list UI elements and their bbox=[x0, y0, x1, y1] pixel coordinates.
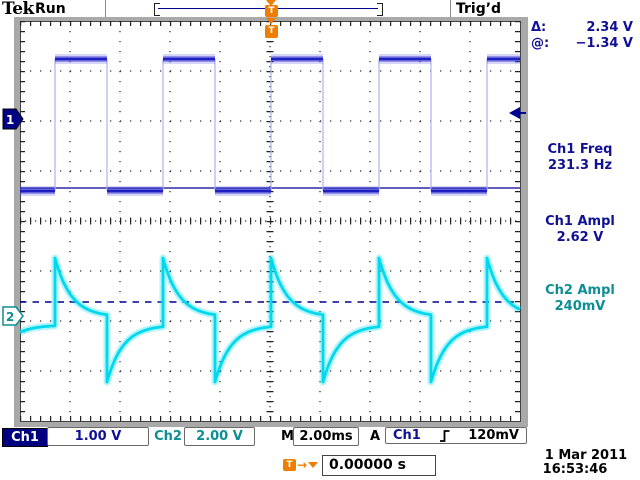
trigger-level: 120mV bbox=[468, 428, 519, 443]
ch1-ground-marker bbox=[2, 108, 24, 130]
trigger-position-arrow-icon bbox=[266, 0, 276, 6]
hpos-value-box: 0.00000 s bbox=[322, 455, 436, 476]
meas3-value: 240mV bbox=[554, 299, 606, 314]
ch2-label: Ch2 bbox=[154, 429, 182, 444]
ch1-label-box: Ch1 bbox=[2, 428, 48, 447]
meas2-label: Ch1 Ampl bbox=[545, 214, 615, 229]
ch2-marker-label: 2 bbox=[6, 310, 14, 324]
meas1-value: 231.3 Hz bbox=[547, 158, 613, 173]
cursor-at-label: @: bbox=[531, 36, 550, 51]
acquisition-state: Run bbox=[35, 1, 66, 17]
ch1-scale-box: 1.00 V bbox=[47, 427, 149, 446]
meas3-label: Ch2 Ampl bbox=[545, 283, 615, 298]
trigger-status: Trig’d bbox=[456, 1, 502, 17]
hpos-triangle-icon bbox=[308, 462, 318, 468]
trigger-level-arrow-icon bbox=[509, 107, 520, 119]
record-right-bracket-icon bbox=[377, 3, 383, 16]
scope-generated bbox=[17, 21, 526, 422]
channel-markers: 1 2 bbox=[2, 108, 24, 326]
trigger-screen-arrow-icon bbox=[266, 18, 276, 24]
cursor-delta-value: 2.34 V bbox=[586, 20, 633, 35]
timebase-label: M bbox=[281, 429, 294, 444]
record-left-bracket-icon bbox=[154, 3, 160, 16]
ch2-scale-box: 2.00 V bbox=[184, 427, 255, 446]
topbar-divider-left bbox=[105, 0, 106, 17]
cursor-delta-label: Δ: bbox=[531, 20, 547, 35]
ch1-marker-label: 1 bbox=[6, 113, 14, 127]
ch2-ground-marker bbox=[2, 306, 24, 326]
trigger-position-t-icon: T bbox=[265, 5, 278, 17]
cursor-at-value: −1.34 V bbox=[575, 36, 633, 51]
trigger-readout-box: Ch1 120mV bbox=[385, 427, 527, 444]
tek-logo: Tek bbox=[2, 0, 34, 19]
ch2-trace bbox=[19, 256, 521, 384]
time-label: 16:53:46 bbox=[542, 462, 608, 477]
rising-edge-icon bbox=[439, 429, 450, 442]
trigger-screen-t-icon: T bbox=[265, 25, 278, 38]
cursor-at-row: @: −1.34 V bbox=[531, 36, 633, 51]
hpos-t-icon: T bbox=[283, 459, 296, 471]
trigger-source: Ch1 bbox=[393, 428, 421, 443]
cursor-delta-row: Δ: 2.34 V bbox=[531, 20, 633, 35]
meas1-label: Ch1 Freq bbox=[547, 142, 613, 157]
hpos-arrow-icon: → bbox=[297, 458, 308, 472]
topbar-divider-right bbox=[450, 0, 451, 17]
trigger-prefix: A bbox=[370, 429, 381, 444]
timebase-box: 2.00ms bbox=[293, 427, 359, 446]
meas2-value: 2.62 V bbox=[556, 230, 604, 245]
date-label: 1 Mar 2011 bbox=[544, 448, 628, 463]
